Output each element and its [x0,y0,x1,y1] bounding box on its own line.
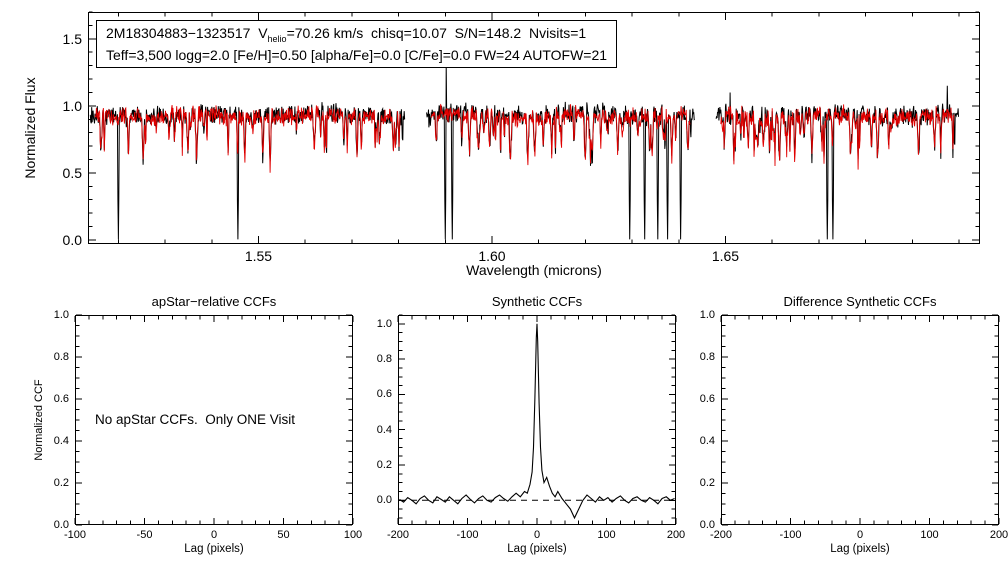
difference-ccf-xlabel: Lag (pixels) [830,543,890,555]
x-tick-label: -200 [709,529,733,541]
synthetic-ccf-xlabel: Lag (pixels) [507,543,567,555]
apstar-ccf-ylabel: Normalized CCF [33,379,45,461]
spectrum-xlabel: Wavelength (microns) [466,262,602,278]
x-tick-label: -100 [63,529,87,541]
star-id-and-vhelio: 2M18304883−1323517 V [106,25,268,41]
y-tick-label: 1.0 [53,309,69,321]
no-apstar-ccf-note: No apStar CCFs. Only ONE Visit [95,412,296,427]
difference-ccf-title: Difference Synthetic CCFs [783,294,937,309]
x-tick-label: -200 [386,529,410,541]
fit-stats: =70.26 km/s chisq=10.07 S/N=148.2 Nvisit… [286,25,587,41]
y-tick-label: 1.5 [62,30,82,47]
x-tick-label: 100 [343,529,363,541]
y-tick-label: 0.8 [53,351,69,363]
difference-ccf-plot [720,314,1000,526]
apstar-ccf-plot [74,314,354,526]
x-tick-label: 0 [210,529,218,541]
x-tick-label: 200 [666,529,686,541]
x-tick-label: 200 [989,529,1008,541]
synthetic-spectrum-line [430,103,691,166]
y-tick-label: 0.6 [376,388,392,401]
x-tick-label: 1.60 [478,248,506,264]
ccf-curve [399,323,675,520]
y-tick-label: 0.0 [62,231,82,248]
x-tick-label: 50 [277,529,290,541]
y-tick-label: 0.0 [376,494,392,507]
y-tick-label: 1.0 [699,309,715,321]
y-tick-label: 0.4 [699,435,715,447]
spectrum-info-line2: Teff=3,500 logg=2.0 [Fe/H]=0.50 [alpha/F… [106,46,608,63]
y-tick-label: 0.4 [376,423,392,436]
x-tick-label: 1.55 [244,248,273,264]
y-tick-label: 0.8 [699,351,715,363]
x-tick-label: 0 [856,529,864,541]
y-tick-label: 0.5 [62,164,82,181]
x-tick-label: -100 [456,529,479,541]
observed-spectrum-line [715,85,959,240]
y-tick-label: 0.0 [53,519,69,531]
spectrum-ylabel: Normalized Flux [22,77,38,179]
synthetic-ccf-title: Synthetic CCFs [491,294,583,309]
y-tick-label: 0.6 [699,393,715,405]
y-tick-label: 0.2 [53,477,69,489]
x-tick-label: 0 [533,529,541,541]
synthetic-ccf-plot [397,314,677,525]
spectrum-info-line1: 2M18304883−1323517 Vhelio=70.26 km/s chi… [106,24,607,46]
x-tick-label: 100 [597,529,616,541]
apstar-ccf-xlabel: Lag (pixels) [184,543,244,555]
x-tick-label: 100 [920,529,939,541]
y-tick-label: 0.2 [376,459,392,471]
y-tick-label: 0.4 [53,435,69,447]
y-tick-label: 1.0 [376,317,392,330]
synthetic-spectrum-line [94,105,401,173]
y-tick-label: 1.0 [62,97,82,114]
y-tick-label: 0.8 [376,353,392,366]
x-tick-label: 1.65 [711,248,740,264]
y-tick-label: 0.2 [699,477,715,489]
spectrum-info-box: 2M18304883−1323517 Vhelio=70.26 km/s chi… [96,20,618,69]
x-tick-label: -50 [136,529,153,541]
synthetic-spectrum-line [720,104,955,170]
y-tick-label: 0.0 [699,519,715,531]
x-tick-label: -100 [779,529,802,541]
observed-spectrum-line [426,62,696,240]
vhelio-subscript: helio [267,33,287,44]
apstar-ccf-title: apStar−relative CCFs [151,294,277,309]
y-tick-label: 0.6 [53,393,69,405]
spectrum-plot [88,11,980,244]
